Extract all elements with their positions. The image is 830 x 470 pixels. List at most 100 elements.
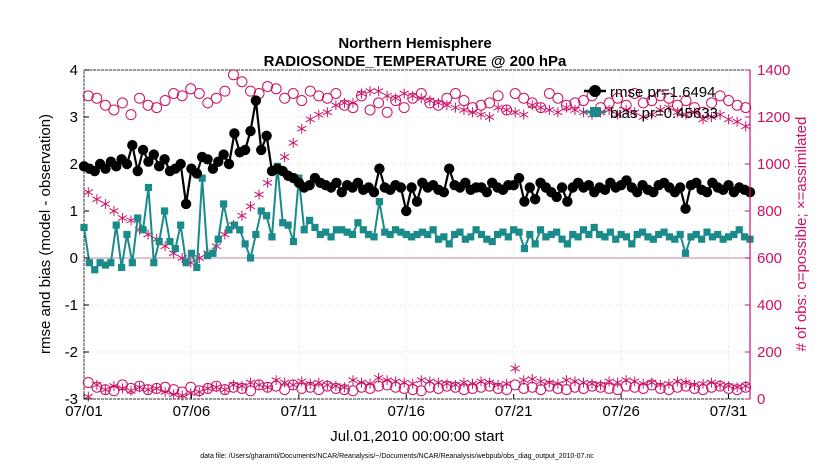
obs-assimilated-point: [356, 88, 367, 99]
rmse-series: [78, 95, 756, 217]
asterisk-stroke: [109, 207, 119, 215]
rmse-point: [648, 187, 659, 198]
bias-point: [735, 226, 743, 234]
asterisk-stroke: [527, 102, 538, 109]
bias-point: [461, 235, 469, 243]
obs-assimilated-low-point: [151, 383, 162, 394]
obs-possible-point: [287, 88, 299, 99]
obs-possible-point: [262, 80, 274, 92]
asterisk-stroke: [399, 90, 409, 97]
obs-assimilated-point: [237, 210, 247, 221]
bias-point: [187, 249, 196, 257]
asterisk-stroke: [510, 365, 520, 372]
asterisk-stroke: [459, 379, 469, 386]
bias-point: [101, 261, 110, 269]
asterisk-stroke: [681, 379, 691, 386]
asterisk-stroke: [237, 383, 247, 390]
bias-point: [198, 174, 206, 182]
obs-assimilated-low-point: [450, 379, 461, 390]
asterisk-stroke: [373, 374, 384, 381]
rmse-point: [508, 179, 519, 191]
asterisk-stroke: [314, 111, 324, 118]
obs-possible-point: [492, 90, 504, 102]
rmse-point: [723, 179, 734, 191]
asterisk-stroke: [416, 377, 427, 384]
asterisk-stroke: [433, 99, 444, 106]
bias-point: [450, 230, 459, 239]
obs-assimilated-low-point: [83, 391, 94, 402]
obs-assimilated-low-point: [544, 377, 555, 388]
bias-point: [601, 233, 609, 241]
asterisk-stroke: [561, 104, 572, 111]
bias-point: [510, 226, 518, 234]
asterisk-stroke: [723, 116, 734, 123]
asterisk-stroke: [501, 380, 512, 387]
asterisk-stroke: [698, 380, 708, 387]
title: Northern Hemisphere RADIOSONDE_TEMPERATU…: [264, 35, 567, 70]
obs-assimilated-point: [442, 100, 452, 111]
obs-assimilated-point: [561, 102, 572, 113]
obs-assimilated-point: [416, 93, 427, 104]
asterisk-stroke: [416, 95, 427, 102]
obs-assimilated-low-point: [143, 384, 153, 395]
obs-assimilated-low-point: [117, 383, 128, 394]
obs-possible-point: [373, 97, 385, 109]
obs-assimilated-low-point: [561, 375, 572, 386]
y-left-tick-label: -1: [65, 297, 78, 314]
asterisk-stroke: [740, 383, 751, 390]
obs-assimilated-point: [706, 112, 717, 122]
bias-point: [209, 249, 217, 257]
y-right-tick-label: 400: [757, 297, 782, 314]
asterisk-stroke: [723, 383, 734, 390]
asterisk-stroke: [109, 383, 119, 390]
obs-assimilated-point: [510, 107, 520, 118]
bias-point: [531, 240, 539, 248]
asterisk-stroke: [442, 380, 452, 387]
obs-assimilated-low-point: [664, 378, 674, 389]
asterisk-stroke: [160, 388, 170, 395]
rmse-point: [132, 165, 143, 177]
asterisk-stroke: [305, 116, 316, 123]
obs-assimilated-low-point: [237, 381, 247, 392]
obs-assimilated-point: [245, 201, 256, 212]
obs-assimilated-low-point: [484, 377, 495, 388]
obs-possible-point: [296, 95, 308, 107]
obs-possible-point: [270, 83, 282, 95]
obs-assimilated-point: [459, 104, 469, 115]
asterisk-stroke: [262, 179, 273, 186]
bias-point: [483, 235, 491, 243]
bias-point: [300, 226, 308, 234]
x-tick-label: 07/06: [173, 403, 211, 420]
asterisk-stroke: [433, 379, 444, 386]
obs-assimilated-low-point: [279, 377, 290, 388]
rmse-point: [674, 182, 686, 193]
rmse-point: [121, 158, 133, 170]
x-tick-label: 07/16: [387, 403, 425, 420]
y-right-tick-label: 1200: [757, 109, 790, 126]
rmse-point: [701, 187, 713, 198]
asterisk-stroke: [83, 393, 94, 400]
obs-possible-point: [577, 95, 589, 107]
obs-assimilated-point: [518, 109, 529, 120]
bias-point: [440, 233, 448, 241]
asterisk-stroke: [595, 381, 606, 388]
asterisk-stroke: [407, 380, 418, 387]
asterisk-stroke: [399, 379, 409, 386]
asterisk-stroke: [467, 380, 478, 387]
bias-point: [160, 207, 169, 215]
obs-assimilated-point: [536, 102, 546, 113]
obs-assimilated-point: [331, 100, 341, 111]
bias-point: [246, 254, 255, 262]
legend-rmse-marker: [589, 85, 601, 97]
asterisk-stroke: [331, 383, 341, 390]
bias-point: [381, 228, 389, 236]
y-right-tick-label: 0: [757, 391, 765, 408]
asterisk-stroke: [629, 109, 640, 116]
asterisk-stroke: [194, 388, 205, 395]
obs-assimilated-low-point: [476, 376, 486, 387]
bias-point: [338, 226, 346, 234]
asterisk-stroke: [536, 104, 546, 111]
bias-point: [681, 249, 690, 257]
asterisk-stroke: [407, 92, 418, 99]
bias-point: [499, 228, 507, 236]
